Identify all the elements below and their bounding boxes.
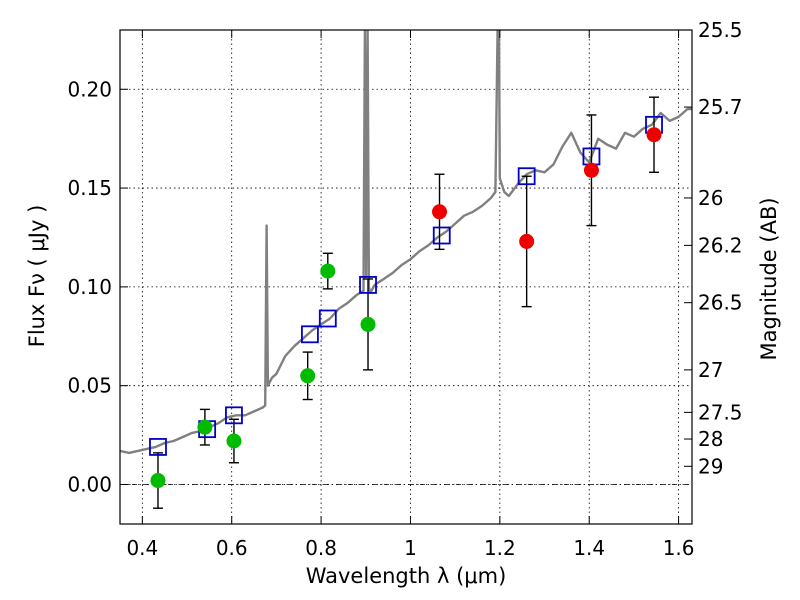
- x-tick-label: 0.8: [305, 536, 337, 560]
- model-box: [517, 167, 536, 186]
- grid: [120, 30, 692, 524]
- x-tick-label: 1.4: [573, 536, 605, 560]
- green-data-point: [320, 263, 336, 279]
- x-tick-label: 1.2: [484, 536, 516, 560]
- y2-tick-label: 26.2: [698, 233, 743, 257]
- y2-tick-label: 28: [698, 427, 723, 451]
- green-data-point: [226, 433, 242, 449]
- plot-frame: [119, 29, 693, 525]
- red-data-point: [583, 162, 599, 178]
- y-tick-label: 0.15: [67, 176, 112, 200]
- y-tick-label: 0.00: [67, 472, 112, 496]
- y-tick-label: 0.20: [67, 77, 112, 101]
- y2-tick-label: 26: [698, 186, 723, 210]
- red-data-point: [646, 127, 662, 143]
- ticks: [120, 29, 692, 524]
- y2-tick-labels: 25.5 25.7 26 26.2 26.5 27 27.5 28 29: [698, 18, 743, 478]
- x-tick-label: 1: [404, 536, 417, 560]
- green-data-point: [300, 368, 316, 384]
- y2-axis-label: Magnitude (AB): [757, 197, 781, 360]
- green-data-point: [197, 419, 213, 435]
- model-box: [432, 226, 451, 245]
- y2-tick-label: 27: [698, 358, 723, 382]
- green-data-point: [150, 473, 166, 489]
- y-tick-labels: 0.00 0.05 0.10 0.15 0.20: [67, 77, 112, 496]
- observed-points: [150, 127, 662, 489]
- y2-tick-label: 26.5: [698, 291, 743, 315]
- model-box: [318, 309, 337, 328]
- y2-tick-label: 25.5: [698, 18, 743, 42]
- x-tick-label: 1.6: [663, 536, 695, 560]
- model-line: [120, 30, 692, 455]
- y2-tick-label: 25.7: [698, 95, 743, 119]
- y2-tick-label: 27.5: [698, 400, 743, 424]
- model-box: [225, 406, 243, 425]
- model-box: [301, 325, 319, 344]
- x-tick-labels: 0.4 0.6 0.8 1 1.2 1.4 1.6: [126, 536, 694, 560]
- y2-tick-label: 29: [698, 454, 723, 478]
- y-axis-label: Flux Fν ( μJy ): [25, 205, 49, 348]
- red-data-point: [432, 204, 448, 220]
- x-tick-label: 0.4: [126, 536, 158, 560]
- y-tick-label: 0.05: [67, 374, 112, 398]
- model-spectrum: [120, 30, 692, 455]
- x-tick-label: 0.6: [216, 536, 248, 560]
- green-data-point: [360, 316, 376, 332]
- y-tick-label: 0.10: [67, 275, 112, 299]
- model-box: [149, 438, 167, 456]
- x-axis-label: Wavelength λ (μm): [306, 564, 507, 588]
- model-box: [359, 276, 377, 294]
- red-data-point: [519, 233, 535, 249]
